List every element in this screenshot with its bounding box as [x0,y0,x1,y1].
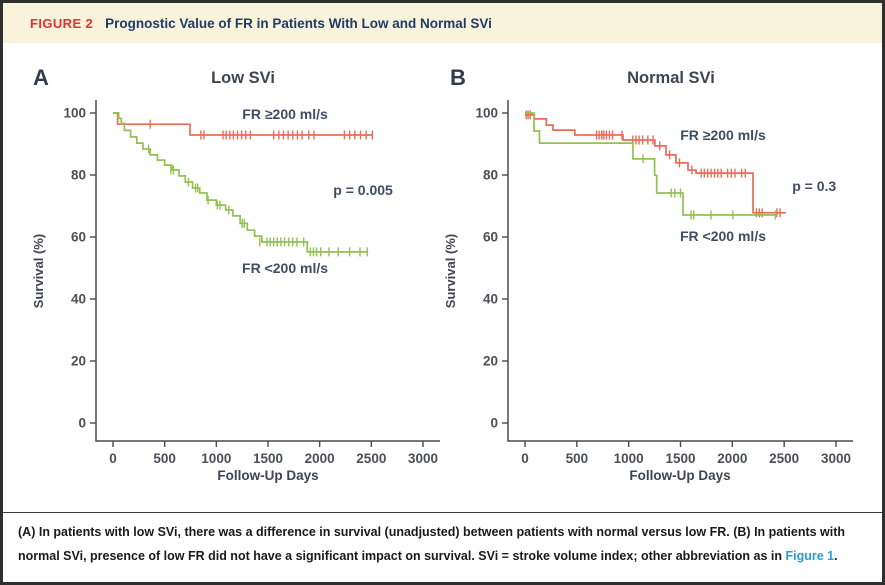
y-axis-title: Survival (%) [31,234,46,308]
figure-header: FIGURE 2 Prognostic Value of FR in Patie… [3,3,882,43]
figure-title: Prognostic Value of FR in Patients With … [105,15,492,31]
x-tick-label: 2500 [356,451,386,466]
caption-b-label: (B) [733,525,751,539]
curve-label: FR ≥200 ml/s [242,106,328,122]
curve-label: FR <200 ml/s [680,228,766,244]
figure-caption: (A) In patients with low SVi, there was … [18,520,868,568]
y-tick-label: 60 [483,230,498,245]
curve-label: FR <200 ml/s [242,260,328,276]
curve-label: FR ≥200 ml/s [680,127,766,143]
figure-number-tag: FIGURE 2 [30,15,94,31]
y-tick-label: 100 [475,106,498,121]
y-tick-label: 80 [71,168,86,183]
x-tick-label: 500 [153,451,176,466]
y-axis-title: Survival (%) [443,234,458,308]
x-tick-label: 1000 [614,451,644,466]
survival-curve-fr-lt-200 [113,112,369,253]
panel-title: Normal SVi [627,69,715,87]
caption-a-label: (A) [18,525,36,539]
x-tick-label: 3000 [408,451,438,466]
x-tick-label: 0 [521,451,529,466]
x-tick-label: 2000 [305,451,335,466]
y-tick-label: 20 [71,354,86,369]
y-tick-label: 60 [71,230,86,245]
y-tick-label: 0 [78,416,86,431]
y-tick-label: 80 [483,168,498,183]
caption-period: . [834,549,838,563]
x-axis-title: Follow-Up Days [217,468,318,483]
x-tick-label: 3000 [821,451,851,466]
figure-1-link[interactable]: Figure 1 [785,549,835,563]
caption-divider [3,512,882,513]
x-tick-label: 2500 [769,451,799,466]
p-value-label: p = 0.005 [333,182,393,198]
caption-b-text: In patients with normal SVi, presence of… [18,525,846,563]
axes [95,100,440,442]
y-tick-label: 0 [490,416,498,431]
survival-curve-fr-lt-200 [525,112,776,216]
x-tick-label: 0 [109,451,117,466]
x-tick-label: 2000 [717,451,747,466]
panel-title: Low SVi [211,69,275,87]
axes [507,100,853,442]
panel-letter: A [33,65,49,90]
survival-curve-fr-ge-200 [525,114,786,214]
caption-a-text: In patients with low SVi, there was a di… [38,525,730,539]
x-tick-label: 1000 [201,451,231,466]
y-tick-label: 40 [483,292,498,307]
y-tick-label: 100 [63,106,86,121]
x-axis-title: Follow-Up Days [629,468,730,483]
x-tick-label: 1500 [665,451,695,466]
y-tick-label: 20 [483,354,498,369]
x-tick-label: 1500 [253,451,283,466]
x-tick-label: 500 [566,451,589,466]
y-tick-label: 40 [71,292,86,307]
p-value-label: p = 0.3 [792,178,836,194]
panel-letter: B [450,65,466,90]
